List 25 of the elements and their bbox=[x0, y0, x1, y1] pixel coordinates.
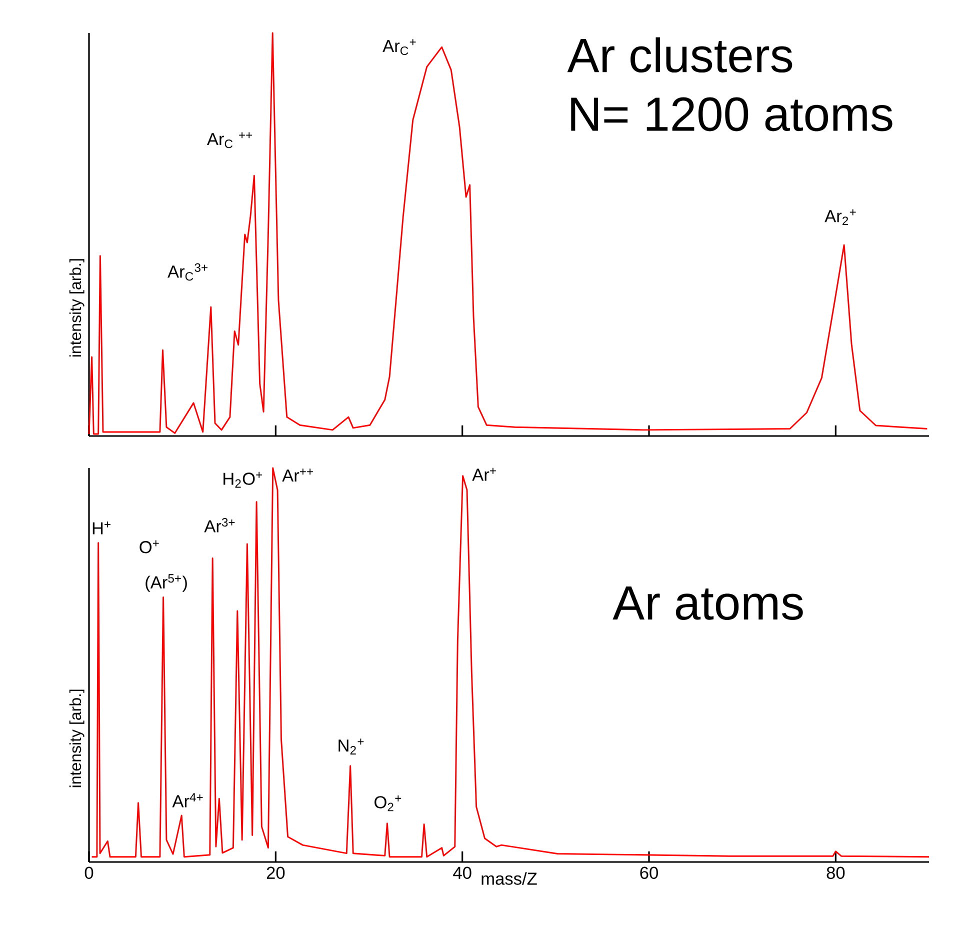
annotation: Ar$_{C}$ ++ bbox=[206, 132, 252, 148]
annotation: N$_{2}$+ bbox=[338, 738, 364, 754]
annotation: Ar$^{4+}$ bbox=[172, 793, 203, 808]
x-tick-label: 60 bbox=[640, 866, 658, 879]
annotation: H$_{2}$O$^{+}$ bbox=[224, 472, 262, 488]
x-tick-label: 20 bbox=[266, 866, 285, 879]
y-axis-title: intensity [arb.] bbox=[69, 259, 84, 357]
annotation: Ar$^{++}$ bbox=[282, 468, 313, 482]
annotation: Ar$_{C}$+ bbox=[382, 39, 416, 56]
x-tick-label: 0 bbox=[84, 866, 94, 879]
annotation: O$^{+}$ bbox=[140, 540, 159, 554]
annotation: Ar$_{C}$3+ bbox=[168, 263, 208, 281]
x-tick-label: 80 bbox=[826, 866, 845, 879]
annotation: Ar clusters bbox=[567, 37, 792, 73]
annotation: N= 1200 atoms bbox=[571, 97, 892, 132]
annotation: Ar$^{3+}$ bbox=[204, 518, 235, 532]
annotation: H$^{+}$ bbox=[92, 521, 110, 534]
y-axis-title: intensity [arb.] bbox=[69, 690, 84, 788]
annotation: O$_{2}$+ bbox=[374, 795, 402, 812]
annotation: Ar$_{2}$+ bbox=[824, 209, 856, 226]
annotation: Ar$^{+}$ bbox=[472, 468, 496, 481]
annotation: (Ar$^{5+}$) bbox=[146, 574, 187, 592]
x-tick-label: 40 bbox=[453, 866, 472, 879]
x-axis-title: mass/Z bbox=[482, 872, 537, 885]
annotation: Ar atoms bbox=[612, 586, 803, 620]
